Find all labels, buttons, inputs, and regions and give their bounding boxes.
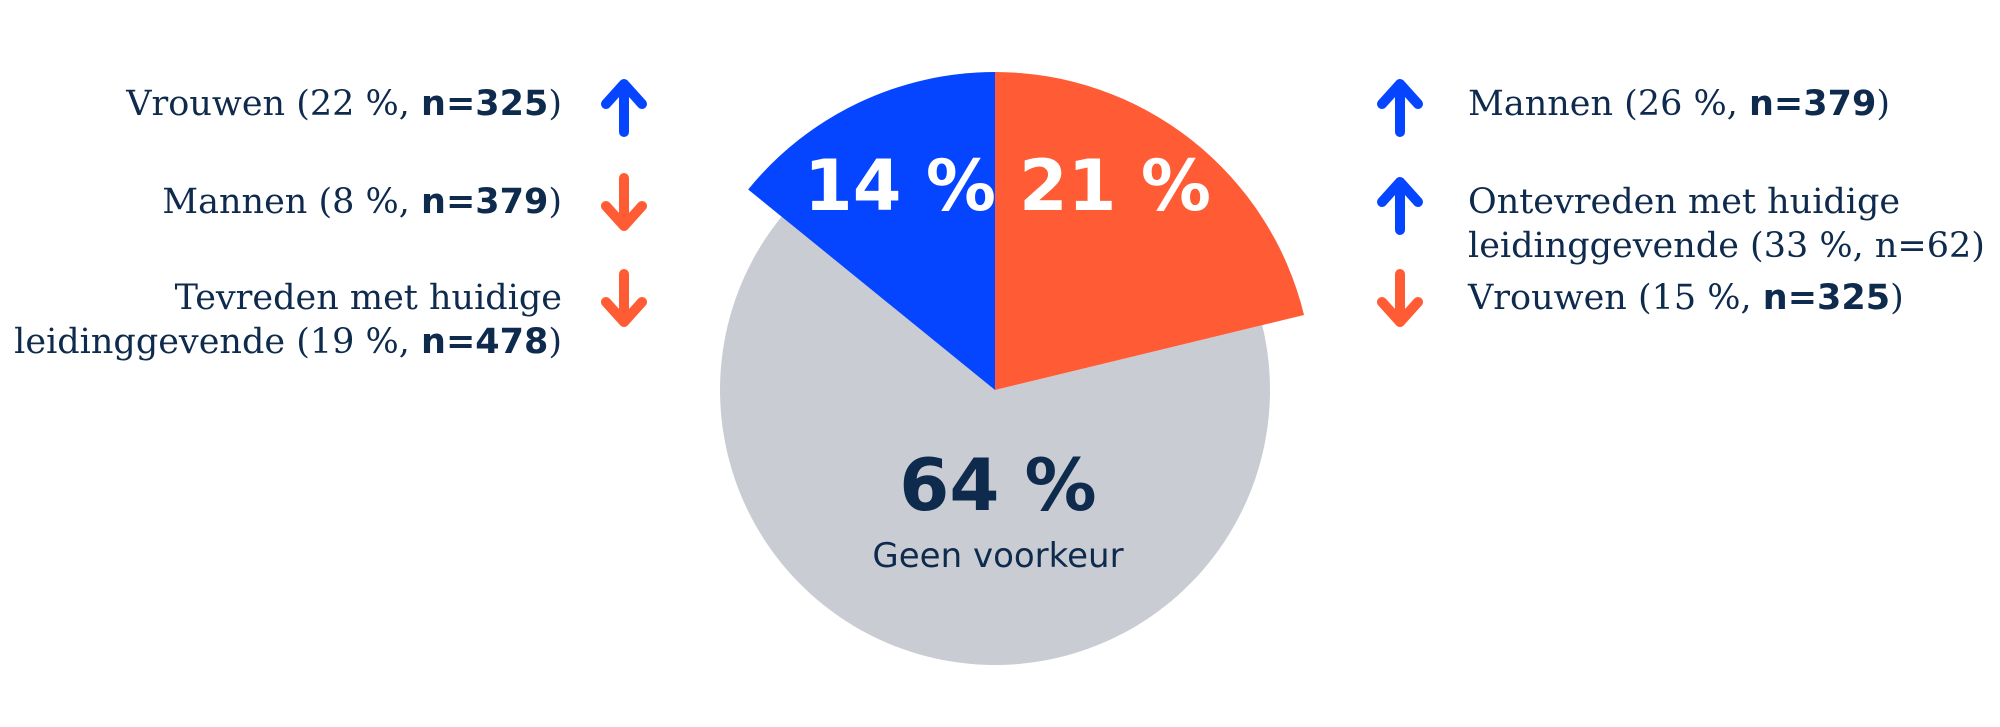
pie-slice-label-3: 64 %: [899, 443, 1096, 527]
pie-slice-1: [748, 72, 995, 390]
note-text: Vrouwen (22 %,: [126, 84, 422, 124]
notes-left-item-1: Vrouwen (22 %, n=325): [126, 82, 562, 126]
note-line: Mannen (26 %, n=379): [1468, 82, 1890, 126]
note-count: n=478: [421, 322, 549, 362]
note-text: ): [548, 84, 562, 124]
arrow-up-icon: [596, 74, 652, 138]
note-count: n=325: [421, 84, 549, 124]
arrow-down-icon: [1372, 268, 1428, 332]
note-text: leidinggevende (33 %, n=62): [1468, 226, 1985, 266]
note-line: leidinggevende (19 %, n=478): [14, 320, 562, 364]
note-count: n=379: [1749, 84, 1877, 124]
pie-slice-sublabel-3: Geen voorkeur: [872, 536, 1123, 576]
pie-slice-label-1: 14 %: [804, 145, 996, 227]
note-text: Mannen (26 %,: [1468, 84, 1749, 124]
arrow-down-icon: [596, 172, 652, 236]
note-line: Mannen (8 %, n=379): [162, 180, 562, 224]
note-text: ): [1890, 278, 1904, 318]
pie-slice-label-2: 21 %: [1019, 145, 1211, 227]
note-line: leidinggevende (33 %, n=62): [1468, 224, 1985, 268]
notes-right-item-2: Ontevreden met huidige leidinggevende (33…: [1468, 180, 1985, 268]
note-text: Mannen (8 %,: [162, 182, 422, 222]
note-text: Tevreden met huidige: [174, 278, 562, 318]
note-count: n=325: [1762, 278, 1891, 318]
arrow-up-icon: [1372, 172, 1428, 236]
notes-right-item-3: Vrouwen (15 %, n=325): [1468, 276, 1904, 320]
note-line: Ontevreden met huidige: [1468, 180, 1985, 224]
note-count: n=379: [421, 182, 549, 222]
note-text: leidinggevende (19 %,: [14, 322, 422, 362]
pie-slice-3: [720, 216, 1270, 665]
note-text: ): [1876, 84, 1890, 124]
notes-left-item-3: Tevreden met huidige leidinggevende (19 %…: [14, 276, 562, 364]
arrow-up-icon: [1372, 74, 1428, 138]
note-text: ): [548, 322, 562, 362]
arrow-down-icon: [596, 268, 652, 332]
pie-slice-2: [995, 72, 1305, 390]
note-text: ): [548, 182, 562, 222]
pie-slice-labels: 14 % 21 % 64 % Geen voorkeur: [804, 145, 1211, 576]
note-line: Vrouwen (15 %, n=325): [1468, 276, 1904, 320]
note-text: Vrouwen (15 %,: [1468, 278, 1763, 318]
notes-right-item-1: Mannen (26 %, n=379): [1468, 82, 1890, 126]
note-text: Ontevreden met huidige: [1468, 182, 1901, 222]
notes-left-item-2: Mannen (8 %, n=379): [162, 180, 562, 224]
note-line: Tevreden met huidige: [14, 276, 562, 320]
note-line: Vrouwen (22 %, n=325): [126, 82, 562, 126]
pie-slices: [720, 72, 1305, 665]
